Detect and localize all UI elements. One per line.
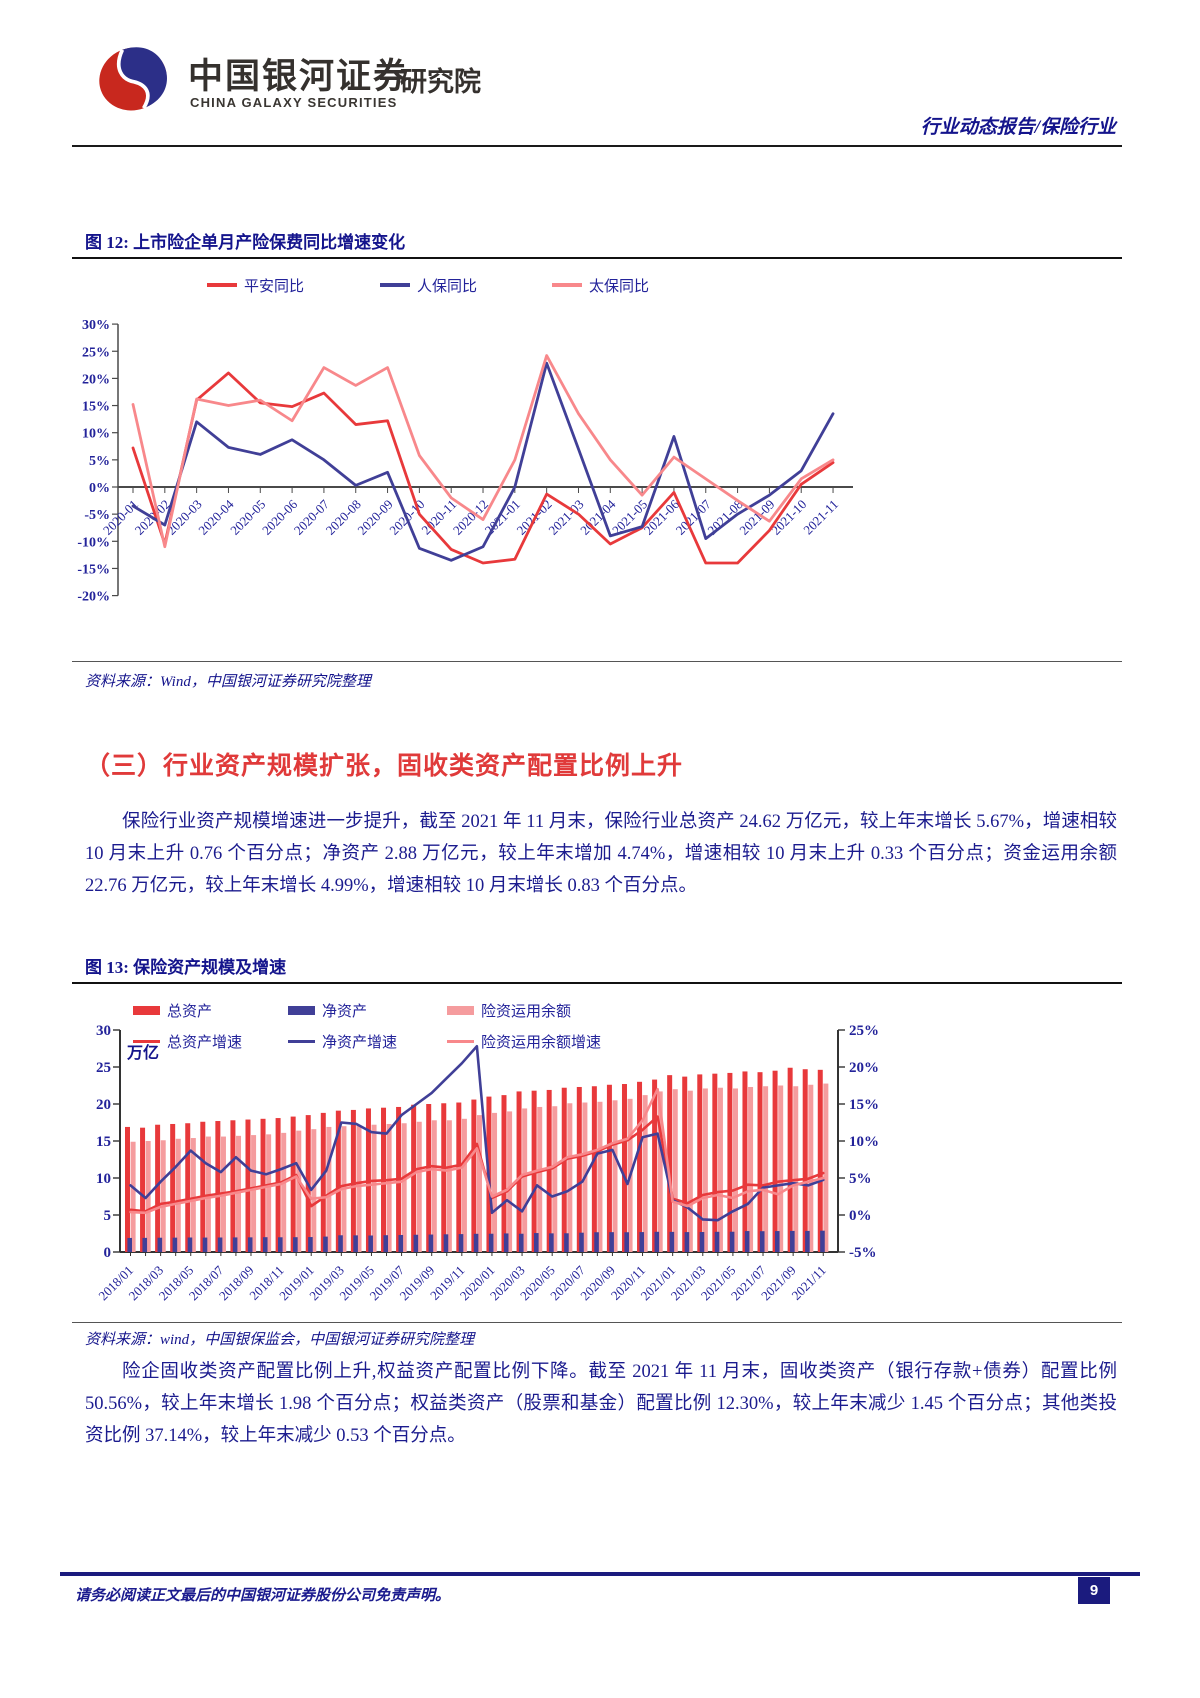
pingan-line-swatch xyxy=(207,283,237,287)
figure13-legend: 总资产 净资产 险资运用余额 总资产增速 净资产增速 险资运用余额增速 xyxy=(75,1003,1125,1063)
svg-text:10: 10 xyxy=(96,1171,111,1187)
svg-text:0: 0 xyxy=(104,1245,112,1261)
legend-item: 总资产增速 xyxy=(133,1034,242,1051)
footer-disclaimer: 请务必阅读正文最后的中国银河证券股份公司免责声明。 xyxy=(75,1588,451,1604)
header-divider xyxy=(72,145,1122,147)
svg-text:20%: 20% xyxy=(82,372,110,387)
svg-text:-15%: -15% xyxy=(77,562,110,577)
logo-english-name: CHINA GALAXY SECURITIES xyxy=(190,95,398,110)
svg-text:-5%: -5% xyxy=(849,1245,877,1261)
svg-text:15%: 15% xyxy=(82,400,110,415)
net-assets-bar-swatch xyxy=(288,1005,315,1015)
svg-text:0%: 0% xyxy=(849,1208,872,1224)
figure12-bottom-rule xyxy=(72,661,1122,662)
legend-item: 净资产增速 xyxy=(288,1034,397,1051)
funds-balance-growth-line-swatch xyxy=(447,1039,474,1043)
svg-text:15%: 15% xyxy=(849,1097,879,1113)
figure13-source: 资料来源：wind，中国银保监会，中国银河证券研究院整理 xyxy=(85,1332,475,1348)
net-assets-growth-line-swatch xyxy=(288,1039,315,1043)
svg-text:5%: 5% xyxy=(89,454,110,469)
figure12-legend: 平安同比 人保同比 太保同比 xyxy=(75,278,1055,298)
svg-text:15: 15 xyxy=(96,1134,111,1150)
legend-label: 险资运用余额增速 xyxy=(481,1034,602,1051)
svg-text:-10%: -10% xyxy=(77,535,110,550)
legend-label: 人保同比 xyxy=(417,278,478,295)
funds-balance-bar-swatch xyxy=(447,1005,474,1015)
svg-text:25%: 25% xyxy=(849,1023,879,1039)
taibao-line-swatch xyxy=(552,283,582,287)
figure12-title: 图 12: 上市险企单月产险保费同比增速变化 xyxy=(85,233,406,252)
svg-text:5%: 5% xyxy=(849,1171,872,1187)
legend-item: 净资产 xyxy=(288,1003,367,1020)
figure13-title-rule xyxy=(72,982,1122,984)
legend-item: 险资运用余额增速 xyxy=(447,1034,601,1051)
legend-item: 太保同比 xyxy=(552,278,649,295)
galaxy-logo-icon xyxy=(99,47,167,111)
svg-text:2021/11: 2021/11 xyxy=(788,1263,828,1303)
svg-text:25: 25 xyxy=(96,1060,111,1076)
svg-text:30: 30 xyxy=(96,1023,111,1039)
svg-text:-5%: -5% xyxy=(84,508,110,523)
svg-text:2021-11: 2021-11 xyxy=(800,497,841,538)
svg-text:20%: 20% xyxy=(849,1060,879,1076)
svg-text:20: 20 xyxy=(96,1097,111,1113)
legend-item: 总资产 xyxy=(133,1003,212,1020)
legend-item: 平安同比 xyxy=(207,278,304,295)
logo-chinese-name: 中国银河证券 xyxy=(188,57,411,96)
svg-text:10%: 10% xyxy=(849,1134,879,1150)
figure13-title: 图 13: 保险资产规模及增速 xyxy=(85,958,287,977)
figure12-source: 资料来源：Wind，中国银河证券研究院整理 xyxy=(85,674,371,690)
legend-label: 险资运用余额 xyxy=(481,1003,572,1020)
legend-label: 净资产增速 xyxy=(322,1034,398,1051)
legend-label: 总资产增速 xyxy=(167,1034,243,1051)
svg-text:0%: 0% xyxy=(89,481,110,496)
svg-text:万亿: 万亿 xyxy=(126,1043,159,1062)
section3-paragraph: 保险行业资产规模增速进一步提升，截至 2021 年 11 月末，保险行业总资产 … xyxy=(85,812,1117,896)
renbao-line-swatch xyxy=(380,283,410,287)
figure13-paragraph: 险企固收类资产配置比例上升,权益资产配置比例下降。截至 2021 年 11 月末… xyxy=(85,1362,1117,1446)
legend-label: 平安同比 xyxy=(244,278,305,295)
legend-label: 净资产 xyxy=(322,1003,368,1020)
report-type-label: 行业动态报告/保险行业 xyxy=(920,117,1116,138)
svg-text:30%: 30% xyxy=(82,318,110,333)
figure12-chart: 30%25%20%15%10%5%0%-5%-10%-15%-20%2020-0… xyxy=(77,318,853,605)
svg-text:25%: 25% xyxy=(82,345,110,360)
svg-text:5: 5 xyxy=(104,1208,112,1224)
logo-institute-label: 研究院 xyxy=(400,67,481,97)
legend-item: 人保同比 xyxy=(380,278,477,295)
page-number-badge: 9 xyxy=(1078,1577,1110,1604)
legend-item: 险资运用余额 xyxy=(447,1003,571,1020)
figure13-bottom-rule xyxy=(72,1322,1122,1323)
total-assets-bar-swatch xyxy=(133,1005,160,1015)
footer-divider xyxy=(60,1572,1140,1576)
legend-label: 总资产 xyxy=(167,1003,213,1020)
figure12-title-rule xyxy=(72,257,1122,259)
svg-text:10%: 10% xyxy=(82,427,110,442)
section3-heading: （三）行业资产规模扩张，固收类资产配置比例上升 xyxy=(85,753,684,780)
figure13-chart: 051015202530-5%0%5%10%15%20%25%万亿2018/01… xyxy=(95,1023,879,1303)
total-assets-growth-line-swatch xyxy=(133,1039,160,1043)
svg-text:-20%: -20% xyxy=(77,590,110,605)
legend-label: 太保同比 xyxy=(589,278,650,295)
